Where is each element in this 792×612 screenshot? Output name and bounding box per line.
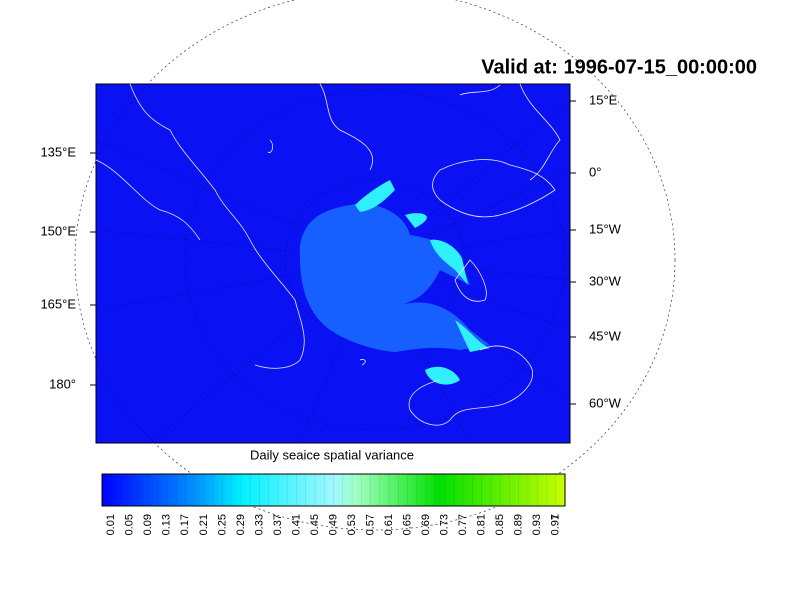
- colorbar-label: 0.73: [439, 514, 451, 535]
- lon-label: 180°: [49, 376, 76, 391]
- left-labels: 135°E 150°E 165°E 180°: [40, 144, 96, 391]
- ice-edge: [355, 180, 490, 385]
- colorbar-label: 0.65: [401, 514, 413, 535]
- right-labels: 15°E 0° 15°W 30°W 45°W 60°W: [570, 92, 622, 410]
- colorbar-label: 0.81: [476, 514, 488, 535]
- lon-label: 0°: [589, 164, 601, 179]
- colorbar-label: 0.01: [105, 514, 117, 535]
- colorbar-label: 0.93: [531, 514, 543, 535]
- colorbar-label: 1: [550, 514, 562, 520]
- colorbar-label: 0.33: [253, 514, 265, 535]
- colorbar-fill: [102, 474, 565, 506]
- colorbar-label: 0.85: [494, 514, 506, 535]
- colorbar-title: Daily seaice spatial variance: [250, 447, 414, 462]
- colorbar-label: 0.53: [346, 514, 358, 535]
- lon-label: 135°E: [40, 144, 76, 159]
- colorbar-border: [101, 473, 566, 507]
- ice-pack: [299, 204, 490, 352]
- colorbar-label: 0.57: [364, 514, 376, 535]
- colorbar-label: 0.69: [420, 514, 432, 535]
- lon-label: 30°W: [589, 273, 622, 288]
- colorbar-label: 0.49: [327, 514, 339, 535]
- lon-label: 15°E: [589, 92, 618, 107]
- colorbar-label: 0.21: [198, 514, 210, 535]
- lon-label: 45°W: [589, 328, 622, 343]
- lon-label: 150°E: [40, 223, 76, 238]
- colorbar-label: 0.89: [513, 514, 525, 535]
- colorbar: 0.01 0.05 0.09 0.13 0.17 0.21 0.25 0.29 0.33 0.37…: [101, 473, 566, 535]
- coastlines: [95, 83, 561, 426]
- colorbar-label: 0.61: [383, 514, 395, 535]
- lon-label: 15°W: [589, 221, 622, 236]
- colorbar-label: 0.13: [161, 514, 173, 535]
- colorbar-label: 0.97: [550, 514, 562, 535]
- graticule: [74, 0, 676, 531]
- colorbar-label: 0.77: [457, 514, 469, 535]
- colorbar-label: 0.45: [309, 514, 321, 535]
- colorbar-label: 0.09: [142, 514, 154, 535]
- lon-label: 60°W: [589, 395, 622, 410]
- colorbar-label: 0.41: [290, 514, 302, 535]
- colorbar-label: 0.17: [179, 514, 191, 535]
- colorbar-label: 0.29: [235, 514, 247, 535]
- lon-label: 165°E: [40, 296, 76, 311]
- colorbar-label: 0.25: [216, 514, 228, 535]
- title: Valid at: 1996-07-15_00:00:00: [481, 56, 757, 78]
- colorbar-label: 0.37: [272, 514, 284, 535]
- ice: [299, 180, 490, 385]
- map: 135°E 150°E 165°E 180° 15°E 0° 15°W 30°W 45°W 60…: [40, 0, 676, 531]
- colorbar-label: 0.05: [124, 514, 136, 535]
